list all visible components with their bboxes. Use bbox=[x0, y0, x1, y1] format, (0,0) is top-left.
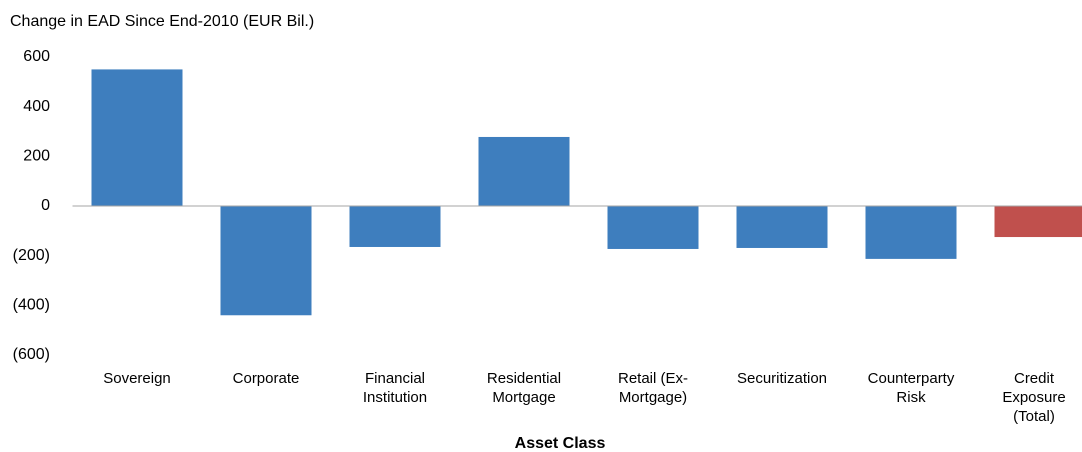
x-axis-title: Asset Class bbox=[515, 435, 606, 452]
chart-title: Change in EAD Since End-2010 (EUR Bil.) bbox=[10, 13, 314, 30]
y-tick-label: 400 bbox=[23, 98, 50, 115]
bar bbox=[349, 206, 441, 247]
x-tick-label: Sovereign bbox=[103, 370, 171, 387]
y-tick-label: (200) bbox=[13, 247, 50, 264]
x-tick-label: Financial Institution bbox=[362, 370, 428, 406]
y-tick-label: (600) bbox=[13, 346, 50, 363]
bar bbox=[220, 206, 312, 316]
bar bbox=[865, 206, 957, 259]
y-tick-label: 0 bbox=[41, 197, 50, 214]
y-tick-label: (400) bbox=[13, 297, 50, 314]
x-tick-label: Counterparty Risk bbox=[867, 370, 955, 406]
x-tick-label: Securitization bbox=[736, 370, 828, 387]
y-tick-label: 200 bbox=[23, 148, 50, 165]
bar bbox=[736, 206, 828, 248]
bar bbox=[91, 69, 183, 207]
x-tick-label: Residential Mortgage bbox=[486, 370, 562, 406]
x-tick-label: Credit Exposure (Total) bbox=[1002, 370, 1066, 425]
y-tick-label: 600 bbox=[23, 48, 50, 65]
x-tick-label: Retail (Ex-Mortgage) bbox=[617, 370, 688, 406]
bar bbox=[478, 136, 570, 206]
bar bbox=[994, 206, 1082, 238]
x-tick-label: Corporate bbox=[232, 370, 300, 387]
bar bbox=[607, 206, 699, 249]
